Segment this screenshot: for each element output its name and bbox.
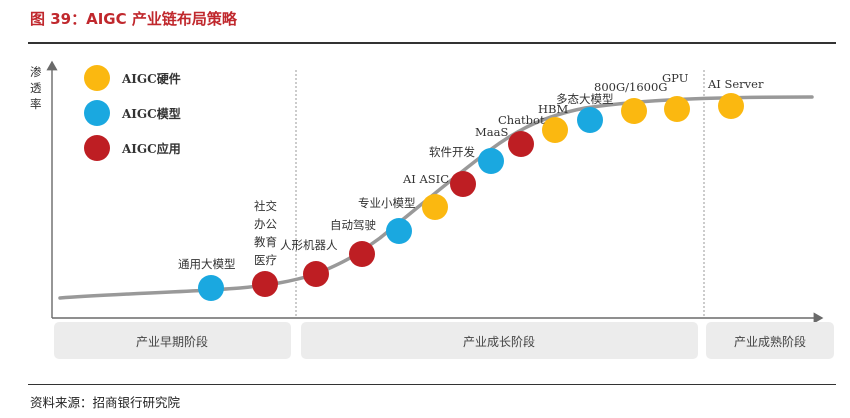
node-label-line: 办公 (254, 217, 277, 231)
stage-bg (301, 322, 698, 359)
stage-label: 产业成熟阶段 (734, 334, 806, 349)
penetration-curve (58, 95, 814, 300)
node-software-dev (450, 171, 476, 197)
node-label-line: 医疗 (254, 253, 277, 267)
curve-nodes (198, 93, 744, 301)
node-label: 800G/1600G (594, 80, 667, 94)
legend-swatch (84, 135, 110, 161)
stage-early: 产业早期阶段 (54, 322, 291, 359)
node-label: AI Server (707, 77, 764, 91)
node-label: 通用大模型 (178, 257, 236, 271)
node-humanoid-robot (303, 261, 329, 287)
legend-label: AIGC硬件 (121, 71, 181, 86)
source-note: 资料来源：招商银行研究院 (30, 395, 181, 410)
y-axis-label-char: 透 (30, 81, 42, 95)
node-autonomous-driving (349, 241, 375, 267)
node-label-stack: 社交 办公 教育 医疗 (254, 199, 277, 267)
legend-swatch (84, 65, 110, 91)
node-labels: 通用大模型 社交 办公 教育 医疗 人形机器人 自动驾驶 专业小模型 AI AS… (178, 71, 764, 271)
node-label: 人形机器人 (280, 238, 338, 252)
node-hbm (542, 117, 568, 143)
stage-mature: 产业成熟阶段 (706, 322, 834, 359)
stage-bg (54, 322, 291, 359)
node-ai-server (718, 93, 744, 119)
node-label: 多态大模型 (556, 92, 614, 106)
legend-swatch (84, 100, 110, 126)
legend: AIGC硬件 AIGC模型 AIGC应用 (84, 65, 181, 161)
stage-label: 产业成长阶段 (463, 334, 535, 349)
source-rule (28, 384, 836, 385)
node-label-line: 社交 (254, 199, 277, 213)
node-label: AI ASIC (402, 172, 449, 186)
node-chatbot (508, 131, 534, 157)
node-label: HBM (538, 102, 568, 116)
title-rule (28, 42, 836, 44)
y-axis-label: 渗 透 率 (30, 65, 42, 111)
stage-bars: 产业早期阶段 产业成长阶段 产业成熟阶段 (54, 322, 834, 359)
node-800g-1600g (621, 98, 647, 124)
node-label-line: 教育 (254, 235, 277, 249)
legend-label: AIGC模型 (121, 106, 181, 121)
node-gpu (664, 96, 690, 122)
node-label: 软件开发 (429, 145, 475, 159)
legend-item-application: AIGC应用 (84, 135, 181, 161)
node-social-office-edu-med (252, 271, 278, 297)
node-multimodal-llm (577, 107, 603, 133)
y-axis-label-char: 渗 (30, 65, 42, 79)
node-label: GPU (662, 71, 689, 85)
figure-title: 图 39：AIGC 产业链布局策略 (30, 10, 237, 28)
node-maas (478, 148, 504, 174)
y-axis-label-char: 率 (30, 97, 42, 111)
node-label: Chatbot (498, 113, 545, 127)
stage-label: 产业早期阶段 (136, 334, 208, 349)
node-label: MaaS (475, 125, 508, 139)
stage-growth: 产业成长阶段 (301, 322, 698, 359)
node-ai-asic (422, 194, 448, 220)
node-label: 专业小模型 (358, 196, 416, 210)
legend-item-hardware: AIGC硬件 (84, 65, 181, 91)
legend-item-model: AIGC模型 (84, 100, 181, 126)
legend-label: AIGC应用 (121, 141, 181, 156)
stage-bg (706, 322, 834, 359)
node-specialized-small-model (386, 218, 412, 244)
node-general-llm (198, 275, 224, 301)
node-label: 自动驾驶 (330, 218, 376, 232)
